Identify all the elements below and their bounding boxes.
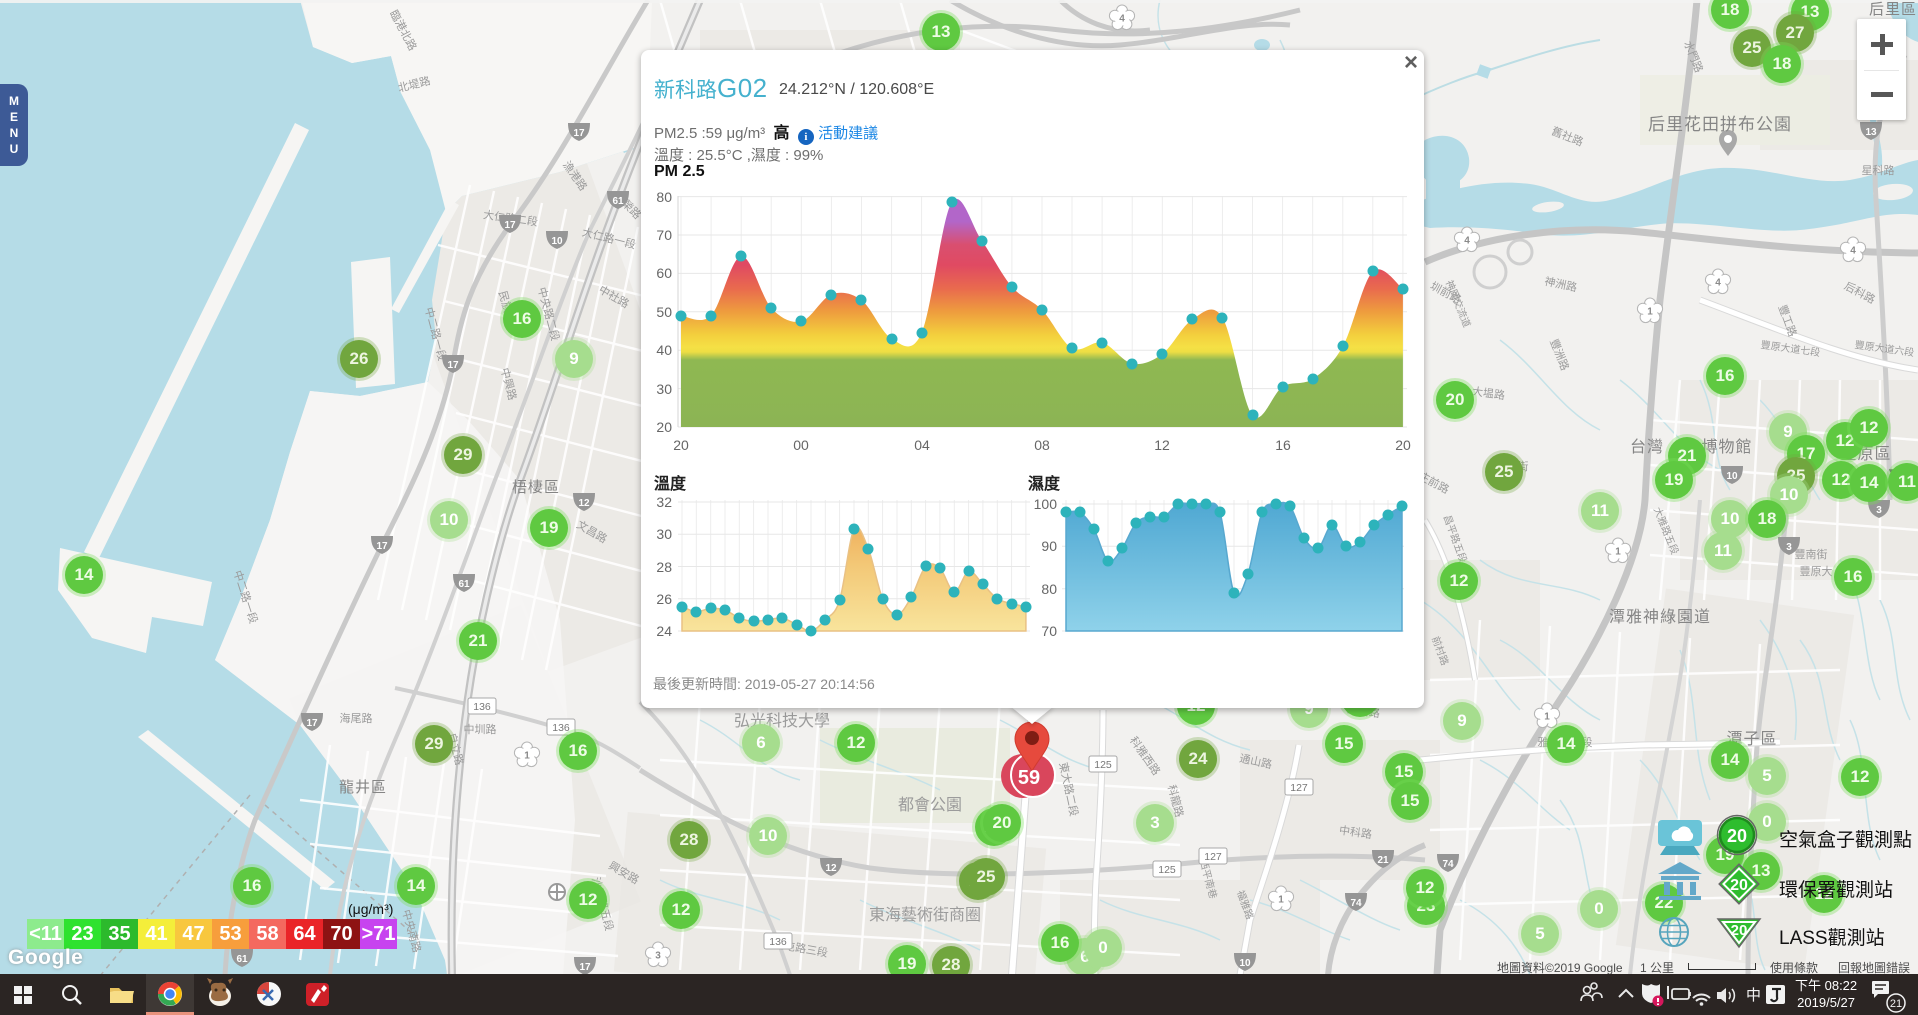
svg-text:4: 4	[1464, 236, 1470, 247]
svg-text:60: 60	[656, 265, 672, 281]
svg-text:后里區: 后里區	[1869, 1, 1917, 18]
svg-text:136: 136	[552, 722, 570, 734]
svg-text:博物館: 博物館	[1701, 438, 1752, 456]
svg-text:04: 04	[914, 437, 930, 453]
svg-text:龍井區: 龍井區	[339, 779, 387, 796]
svg-text:61: 61	[612, 196, 624, 207]
svg-text:12: 12	[1154, 437, 1170, 453]
svg-text:17: 17	[447, 360, 459, 371]
svg-text:4: 4	[1850, 246, 1856, 257]
svg-text:大塭路: 大塭路	[1471, 384, 1506, 402]
svg-text:都會公園: 都會公園	[898, 796, 962, 814]
svg-text:90: 90	[1041, 538, 1057, 554]
svg-text:30: 30	[656, 526, 672, 542]
svg-text:中科路: 中科路	[1338, 823, 1373, 841]
svg-text:21: 21	[1890, 998, 1902, 1010]
svg-text:豐南街: 豐南街	[1795, 547, 1828, 561]
svg-text:10: 10	[551, 236, 563, 247]
svg-text:17: 17	[573, 128, 585, 139]
svg-text:40: 40	[656, 342, 672, 358]
svg-text:20: 20	[1730, 877, 1748, 894]
svg-text:后里花田拼布公園: 后里花田拼布公園	[1648, 115, 1792, 134]
svg-text:100: 100	[1034, 496, 1058, 512]
svg-text:台灣: 台灣	[1630, 438, 1664, 456]
svg-text:136: 136	[473, 701, 491, 713]
svg-text:12: 12	[578, 498, 590, 509]
svg-text:3: 3	[655, 951, 661, 962]
svg-text:20: 20	[656, 419, 672, 435]
svg-text:梧棲區: 梧棲區	[512, 479, 560, 496]
svg-text:1: 1	[1647, 307, 1653, 318]
svg-text:08: 08	[1034, 437, 1050, 453]
svg-text:00: 00	[793, 437, 809, 453]
svg-text:1: 1	[1544, 712, 1550, 723]
svg-text:1: 1	[1615, 547, 1621, 558]
svg-text:28: 28	[656, 559, 672, 575]
svg-text:17: 17	[579, 962, 591, 973]
svg-text:24: 24	[656, 623, 672, 639]
svg-text:17: 17	[376, 541, 388, 552]
svg-text:13: 13	[1865, 127, 1877, 138]
svg-text:127: 127	[1204, 851, 1222, 863]
svg-text:中: 中	[1746, 987, 1761, 1004]
svg-text:80: 80	[1041, 581, 1057, 597]
svg-text:61: 61	[458, 579, 470, 590]
svg-text:海尾路: 海尾路	[340, 711, 373, 725]
svg-text:50: 50	[656, 304, 672, 320]
svg-text:61: 61	[236, 954, 248, 965]
svg-text:26: 26	[656, 591, 672, 607]
svg-text:東海藝術街商圈: 東海藝術街商圈	[869, 906, 981, 924]
svg-text:16: 16	[1275, 437, 1291, 453]
svg-text:潭雅神綠園道: 潭雅神綠園道	[1609, 608, 1711, 626]
svg-text:125: 125	[1094, 759, 1112, 771]
svg-text:10: 10	[1726, 471, 1738, 482]
svg-text:127: 127	[1290, 782, 1308, 794]
svg-text:20: 20	[673, 437, 689, 453]
svg-text:3: 3	[1876, 505, 1882, 516]
svg-text:豐原大: 豐原大	[1800, 564, 1833, 578]
svg-text:70: 70	[656, 227, 672, 243]
svg-text:74: 74	[1442, 859, 1454, 870]
svg-text:4: 4	[1119, 14, 1125, 25]
svg-text:10: 10	[1239, 958, 1251, 969]
svg-text:3: 3	[1786, 542, 1792, 553]
svg-text:20: 20	[1727, 826, 1747, 846]
svg-text:136: 136	[769, 936, 787, 948]
svg-text:32: 32	[656, 494, 672, 510]
svg-text:21: 21	[1377, 855, 1389, 866]
svg-text:17: 17	[306, 718, 318, 729]
svg-text:星科路: 星科路	[1862, 163, 1895, 177]
svg-text:80: 80	[656, 189, 672, 205]
svg-text:70: 70	[1041, 623, 1057, 639]
svg-text:30: 30	[656, 381, 672, 397]
svg-text:1: 1	[1278, 895, 1284, 906]
svg-text:4: 4	[1715, 278, 1721, 289]
svg-text:17: 17	[504, 220, 516, 231]
svg-text:74: 74	[1350, 898, 1362, 909]
svg-text:1: 1	[524, 751, 530, 762]
svg-text:中圳路: 中圳路	[464, 723, 497, 736]
svg-text:125: 125	[1158, 864, 1176, 876]
svg-text:20: 20	[1731, 922, 1748, 939]
svg-text:12: 12	[825, 863, 837, 874]
svg-text:20: 20	[1395, 437, 1411, 453]
